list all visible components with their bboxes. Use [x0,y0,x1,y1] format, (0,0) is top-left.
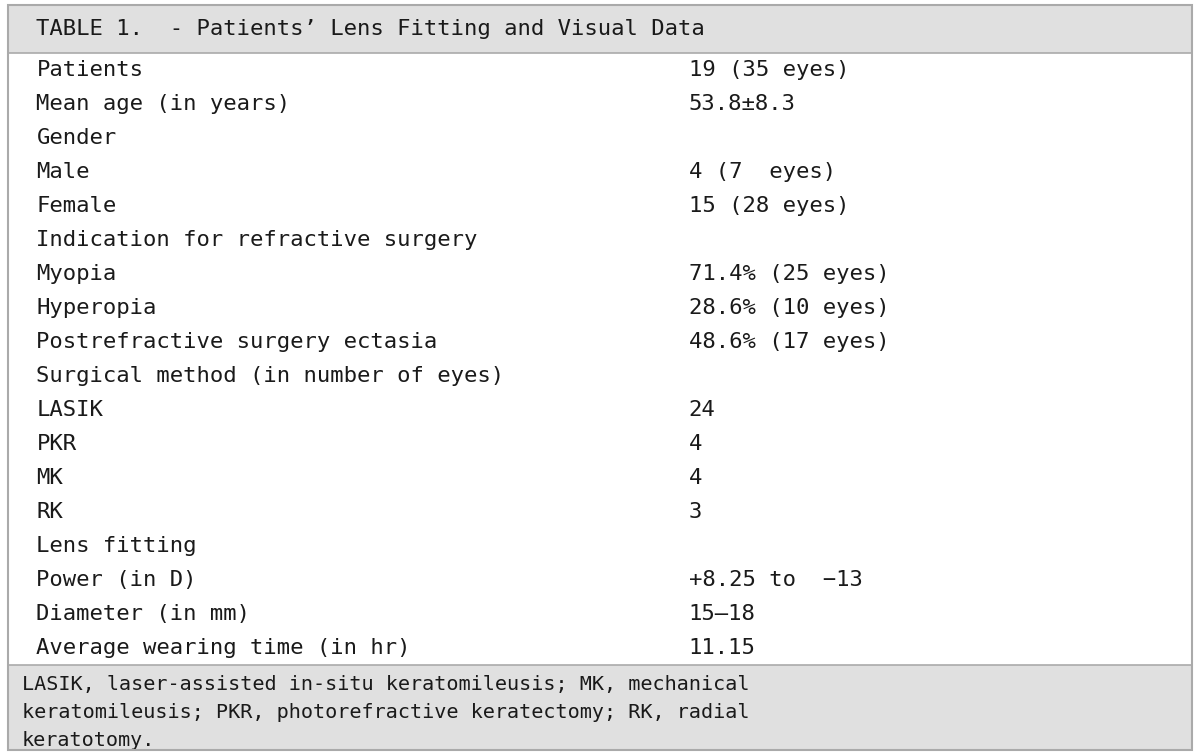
Text: LASIK: LASIK [36,400,103,420]
Text: Power (in D): Power (in D) [36,570,197,590]
Text: 15—18: 15—18 [689,604,756,624]
Text: Gender: Gender [36,128,116,148]
Text: +8.25 to  −13: +8.25 to −13 [689,570,863,590]
Text: Indication for refractive surgery: Indication for refractive surgery [36,230,478,250]
Bar [8,665,1192,750]
Text: LASIK, laser-assisted in-situ keratomileusis; MK, mechanical
keratomileusis; PKR: LASIK, laser-assisted in-situ keratomile… [22,675,750,750]
Text: 71.4% (25 eyes): 71.4% (25 eyes) [689,264,889,284]
Text: Hyperopia: Hyperopia [36,298,157,318]
Text: 4: 4 [689,434,702,454]
Text: PKR: PKR [36,434,77,454]
Text: 15 (28 eyes): 15 (28 eyes) [689,196,850,216]
Text: Patients: Patients [36,60,144,80]
Text: 28.6% (10 eyes): 28.6% (10 eyes) [689,298,889,318]
Text: 11.15: 11.15 [689,638,756,658]
Text: RK: RK [36,502,64,522]
Text: Male: Male [36,162,90,182]
Text: Diameter (in mm): Diameter (in mm) [36,604,251,624]
Text: 48.6% (17 eyes): 48.6% (17 eyes) [689,332,889,352]
Text: TABLE 1.  - Patients’ Lens Fitting and Visual Data: TABLE 1. - Patients’ Lens Fitting and Vi… [36,19,706,39]
Text: Postrefractive surgery ectasia: Postrefractive surgery ectasia [36,332,438,352]
Text: Average wearing time (in hr): Average wearing time (in hr) [36,638,410,658]
Text: Surgical method (in number of eyes): Surgical method (in number of eyes) [36,366,504,386]
Bar [8,5,1192,53]
Text: 4: 4 [689,468,702,488]
Text: Lens fitting: Lens fitting [36,536,197,556]
Text: Female: Female [36,196,116,216]
Text: 19 (35 eyes): 19 (35 eyes) [689,60,850,80]
Text: Mean age (in years): Mean age (in years) [36,94,290,114]
Text: Myopia: Myopia [36,264,116,284]
Text: MK: MK [36,468,64,488]
Text: 4 (7  eyes): 4 (7 eyes) [689,162,836,182]
Text: 24: 24 [689,400,715,420]
Text: 3: 3 [689,502,702,522]
Text: 53.8±8.3: 53.8±8.3 [689,94,796,114]
